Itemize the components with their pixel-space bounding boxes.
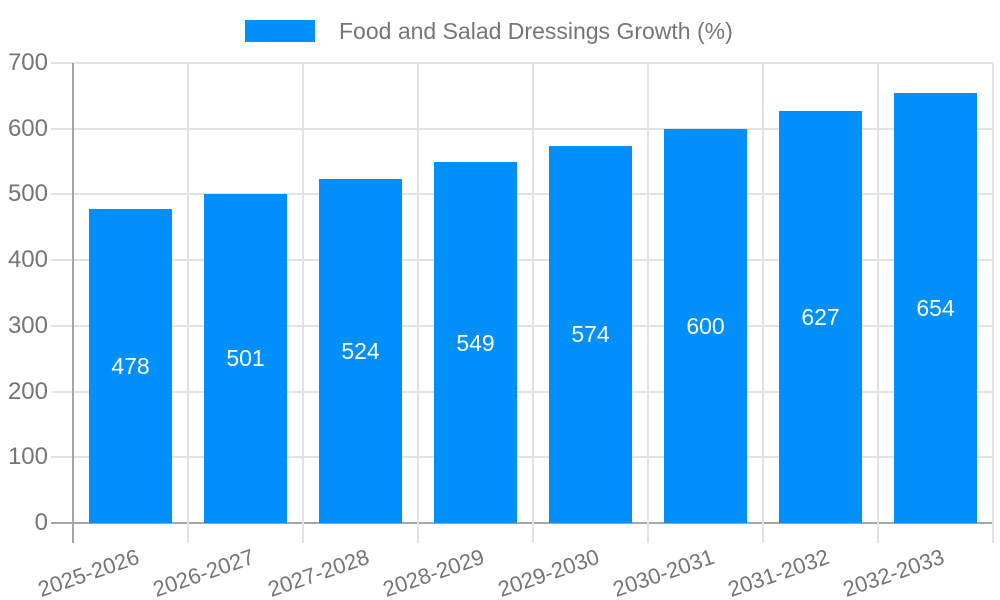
x-gridline [762,63,764,543]
bar-value-label: 549 [456,329,495,356]
bar[interactable]: 478 [89,208,172,523]
bar-value-label: 654 [916,295,955,322]
x-tick-label: 2032-2033 [840,544,948,600]
bar[interactable]: 600 [664,128,747,523]
x-gridline [417,63,419,543]
x-tick-label: 2028-2029 [380,544,488,600]
bar-value-label: 600 [686,312,725,339]
y-tick-label: 400 [7,246,48,274]
y-gridline [51,456,993,459]
bar[interactable]: 524 [319,178,402,523]
x-tick-label: 2025-2026 [35,544,143,600]
bar[interactable]: 501 [204,193,287,523]
y-tick-label: 100 [7,443,48,471]
legend-label: Food and Salad Dressings Growth (%) [339,18,733,44]
y-tick-label: 600 [7,114,48,142]
y-gridline [51,62,993,64]
x-gridline [532,63,534,543]
bar[interactable]: 574 [549,145,632,523]
y-gridline [51,193,993,196]
y-tick-label: 200 [7,377,48,405]
y-tick-label: 700 [7,49,48,76]
x-gridline [992,63,994,543]
bar-value-label: 574 [571,321,610,348]
x-tick-label: 2030-2031 [610,544,718,600]
y-gridline [51,324,993,327]
x-gridline [187,63,189,543]
x-tick-label: 2027-2028 [265,544,373,600]
y-tick-label: 300 [7,311,48,339]
y-tick-label: 0 [34,509,48,536]
x-tick-label: 2026-2027 [150,544,258,600]
bar[interactable]: 549 [434,162,517,523]
bar[interactable]: 654 [894,93,977,523]
bar-value-label: 478 [111,352,150,379]
x-gridline [877,63,879,543]
bar-value-label: 501 [226,345,265,372]
x-gridline [647,63,649,543]
y-gridline [51,127,993,130]
legend-item[interactable]: Food and Salad Dressings Growth (%) [245,17,733,45]
bar[interactable]: 627 [779,110,862,523]
bar-value-label: 627 [801,303,840,330]
bar-value-label: 524 [341,337,380,364]
legend-swatch [245,20,315,42]
x-tick-label: 2031-2032 [725,544,833,600]
y-gridline [51,390,993,393]
x-gridline [302,63,304,543]
y-gridline [51,259,993,262]
y-tick-label: 500 [7,180,48,208]
x-tick-label: 2029-2030 [495,544,603,600]
x-baseline [51,522,993,524]
y-axis-line [72,63,74,543]
